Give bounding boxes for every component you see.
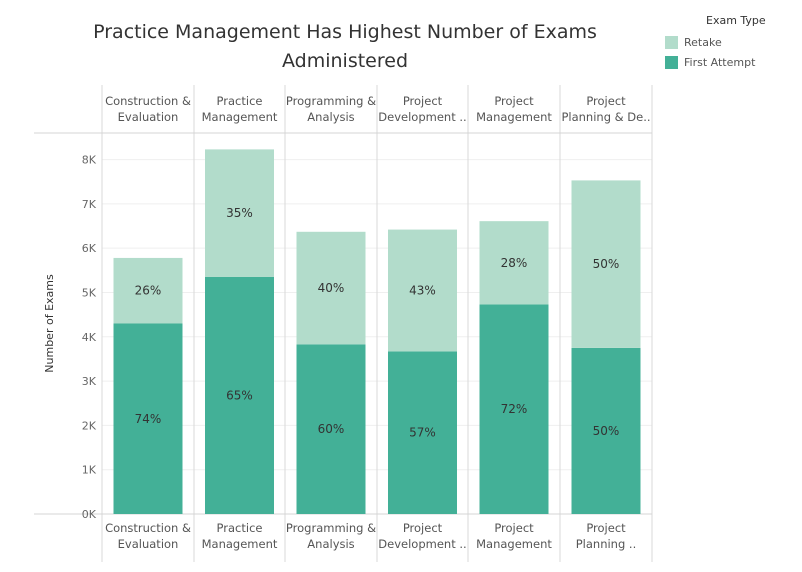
legend-swatch-retake [665,35,678,49]
data-label: 50% [593,424,620,438]
chart-title-line-1: Practice Management Has Highest Number o… [93,21,597,43]
legend-label-retake: Retake [684,35,722,49]
x-tick-label: Evaluation [118,537,179,551]
header-category-label: Construction & [105,94,191,108]
header-category-label: Management [476,110,552,124]
legend-item-retake[interactable]: Retake [665,32,766,52]
y-tick-label: 6K [82,242,97,255]
y-tick-label: 5K [82,286,97,299]
data-label: 65% [226,388,253,402]
bar-retake [388,229,457,352]
header-category-label: Analysis [307,110,354,124]
x-tick-label: Planning .. [576,537,637,551]
header-category-label: Practice [217,94,263,108]
x-tick-label: Programming & [286,521,376,535]
chart-title-line-2: Administered [281,50,408,72]
data-label: 72% [501,402,528,416]
bar-retake [296,231,366,345]
legend-swatch-first-attempt [665,55,678,69]
x-tick-label: Management [476,537,552,551]
bar-retake [205,149,274,277]
data-label: 60% [318,422,345,436]
bar-retake [113,257,183,324]
bar-first-attempt [388,351,457,514]
x-tick-label: Construction & [105,521,191,535]
header-category-label: Development .. [378,110,466,124]
bar-first-attempt [205,276,274,514]
x-tick-label: Project [586,521,626,535]
header-category-label: Project [586,94,626,108]
data-label: 28% [501,256,528,270]
bar-first-attempt [571,347,641,514]
bar-retake [571,180,641,348]
y-tick-label: 4K [82,331,97,344]
y-tick-label: 1K [82,464,97,477]
x-tick-label: Development .. [378,537,466,551]
header-category-label: Planning & De.. [561,110,650,124]
legend: Exam Type Retake First Attempt [665,14,766,72]
y-axis-label: Number of Exams [43,274,56,373]
x-tick-label: Project [494,521,534,535]
data-label: 43% [409,283,436,297]
header-category-label: Management [202,110,278,124]
bar-first-attempt [296,344,366,514]
x-tick-label: Practice [217,521,263,535]
bar-first-attempt [113,323,183,514]
y-tick-label: 0K [82,508,97,521]
header-category-label: Programming & [286,94,376,108]
header-category-label: Project [403,94,443,108]
x-tick-label: Management [202,537,278,551]
header-category-label: Project [494,94,534,108]
data-label: 35% [226,206,253,220]
header-category-label: Evaluation [118,110,179,124]
legend-title: Exam Type [706,14,766,27]
y-tick-label: 2K [82,419,97,432]
bar-first-attempt [479,304,549,514]
data-label: 50% [593,257,620,271]
data-label: 74% [135,412,162,426]
bar-retake [479,221,549,305]
legend-item-first-attempt[interactable]: First Attempt [665,52,766,72]
x-tick-label: Analysis [307,537,354,551]
data-label: 26% [135,284,162,298]
data-label: 40% [318,281,345,295]
y-tick-label: 3K [82,375,97,388]
data-label: 57% [409,426,436,440]
x-tick-label: Project [403,521,443,535]
legend-label-first-attempt: First Attempt [684,55,756,69]
y-tick-label: 7K [82,198,97,211]
y-tick-label: 8K [82,154,97,167]
